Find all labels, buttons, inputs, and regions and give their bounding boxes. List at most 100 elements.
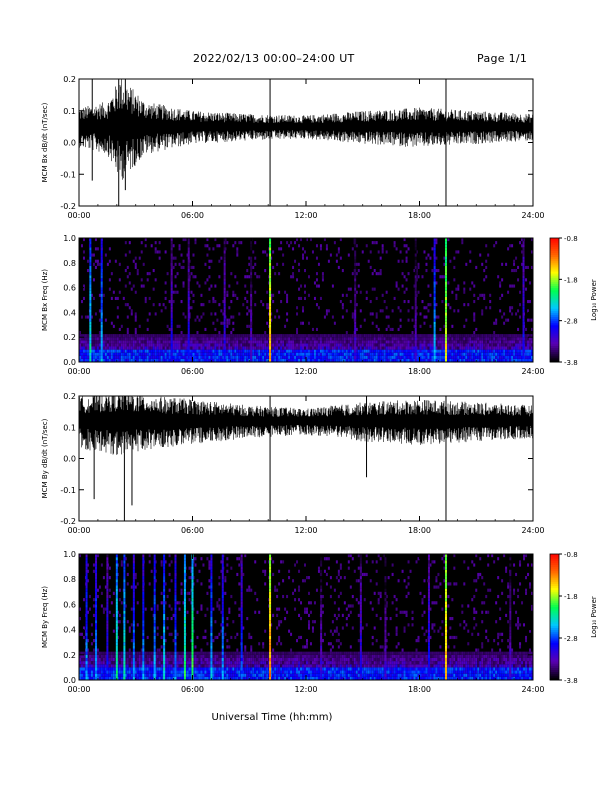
- heatmap-cell: [92, 657, 95, 662]
- heatmap-cell: [381, 352, 384, 356]
- heatmap-cell: [425, 256, 428, 260]
- heatmap-cell: [232, 355, 235, 359]
- heatmap-cell: [254, 676, 257, 680]
- heatmap-cell: [198, 346, 201, 350]
- heatmap-cell: [347, 343, 350, 347]
- heatmap-cell: [525, 352, 528, 356]
- heatmap-cell: [204, 262, 207, 266]
- heatmap-cell: [156, 667, 159, 671]
- broadband-line: [444, 284, 447, 288]
- y-axis-label: MCM By dB/dt (nT/sec): [41, 418, 49, 498]
- heatmap-cell: [174, 290, 177, 294]
- heatmap-cell: [138, 661, 141, 665]
- heatmap-cell: [218, 661, 221, 665]
- heatmap-cell: [485, 352, 488, 356]
- heatmap-cell: [335, 334, 338, 338]
- heatmap-cell: [208, 352, 211, 356]
- heatmap-cell: [333, 358, 336, 362]
- heatmap-cell: [373, 349, 376, 353]
- heatmap-cell: [309, 337, 312, 341]
- heatmap-cell: [365, 355, 368, 359]
- heatmap-cell: [431, 340, 434, 344]
- heatmap-cell: [144, 343, 147, 347]
- heatmap-cell: [126, 337, 129, 341]
- broadband-line: [433, 312, 436, 316]
- heatmap-cell: [411, 355, 414, 359]
- heatmap-cell: [369, 355, 372, 359]
- heatmap-cell: [104, 667, 107, 671]
- heatmap-cell: [286, 654, 289, 658]
- broadband-line: [444, 250, 447, 254]
- heatmap-cell: [519, 340, 522, 344]
- heatmap-cell: [465, 355, 468, 359]
- heatmap-cell: [118, 664, 121, 668]
- heatmap-cell: [262, 667, 265, 671]
- heatmap-cell: [272, 673, 275, 677]
- heatmap-cell: [206, 676, 209, 680]
- heatmap-cell: [198, 318, 201, 322]
- broadband-line: [269, 346, 272, 350]
- heatmap-cell: [262, 569, 265, 573]
- heatmap-cell: [264, 346, 267, 350]
- heatmap-cell: [304, 284, 306, 288]
- heatmap-cell: [208, 247, 211, 251]
- heatmap-cell: [192, 300, 195, 304]
- heatmap-cell: [188, 566, 191, 570]
- broadband-line: [522, 306, 525, 310]
- heatmap-cell: [451, 355, 454, 359]
- heatmap-cell: [258, 661, 261, 665]
- heatmap-cell: [206, 557, 209, 561]
- heatmap-cell: [174, 256, 177, 260]
- heatmap-cell: [116, 340, 119, 344]
- heatmap-cell: [300, 334, 303, 338]
- heatmap-cell: [104, 661, 107, 665]
- heatmap-cell: [234, 275, 237, 279]
- heatmap-cell: [459, 349, 462, 353]
- broadband-line: [170, 269, 173, 273]
- heatmap-cell: [451, 334, 454, 338]
- heatmap-cell: [114, 259, 117, 263]
- heatmap-cell: [515, 343, 518, 347]
- heatmap-cell: [359, 309, 362, 313]
- heatmap-cell: [260, 346, 263, 350]
- heatmap-cell: [383, 337, 386, 341]
- heatmap-cell: [112, 657, 115, 662]
- broadband-line: [250, 269, 253, 273]
- heatmap-cell: [102, 651, 105, 655]
- heatmap-cell: [357, 269, 360, 273]
- heatmap-cell: [427, 284, 430, 288]
- heatmap-cell: [521, 352, 524, 356]
- heatmap-cell: [435, 358, 438, 362]
- heatmap-cell: [198, 654, 201, 658]
- heatmap-cell: [160, 358, 163, 362]
- colorbar-step: [550, 341, 559, 344]
- heatmap-cell: [307, 664, 310, 668]
- heatmap-cell: [86, 334, 89, 338]
- heatmap-cell: [254, 591, 257, 595]
- heatmap-cell: [212, 661, 215, 665]
- broadband-line: [414, 327, 417, 331]
- heatmap-cell: [507, 318, 510, 322]
- broadband-line: [433, 259, 436, 263]
- heatmap-cell: [138, 337, 141, 341]
- heatmap-cell: [431, 269, 434, 273]
- heatmap-cell: [347, 334, 350, 338]
- heatmap-cell: [182, 673, 185, 677]
- heatmap-cell: [234, 657, 237, 662]
- heatmap-cell: [214, 635, 217, 640]
- heatmap-cell: [304, 352, 306, 356]
- heatmap-cell: [266, 673, 269, 677]
- heatmap-cell: [351, 355, 354, 359]
- heatmap-cell: [302, 667, 305, 671]
- heatmap-cell: [92, 651, 95, 655]
- broadband-line: [522, 343, 525, 347]
- heatmap-cell: [242, 676, 245, 680]
- heatmap-cell: [176, 661, 179, 665]
- heatmap-cell: [357, 284, 360, 288]
- heatmap-cell: [156, 673, 159, 677]
- heatmap-cell: [280, 349, 283, 353]
- heatmap-cell: [435, 346, 438, 350]
- heatmap-cell: [184, 337, 187, 341]
- heatmap-cell: [349, 334, 352, 338]
- heatmap-cell: [158, 349, 161, 353]
